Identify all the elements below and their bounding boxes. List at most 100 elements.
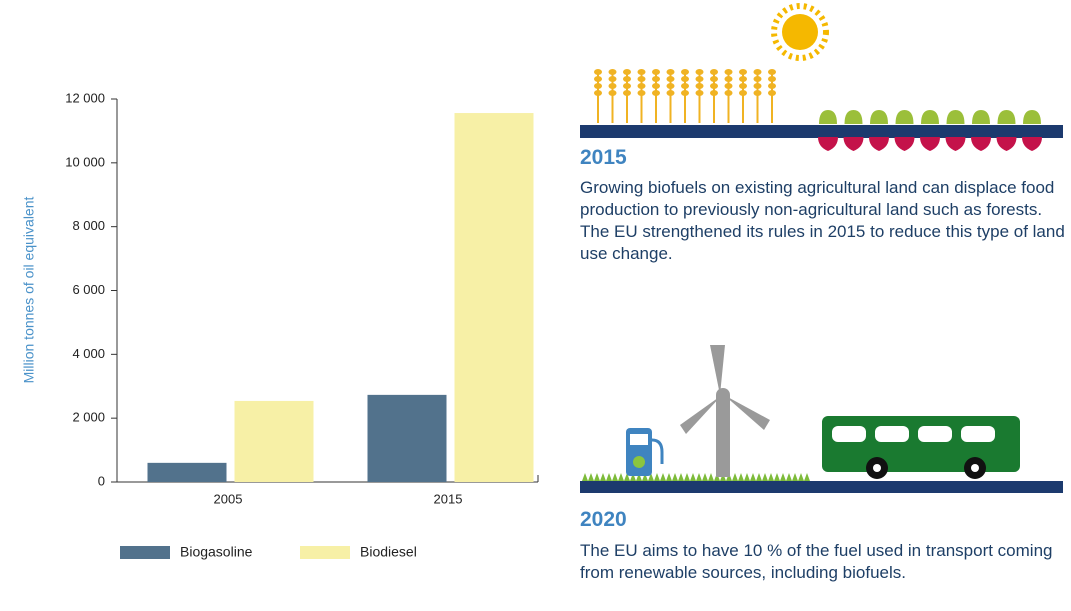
beet-leaves <box>819 110 837 124</box>
wheat-grain <box>594 69 602 75</box>
fuel-pump <box>626 428 662 476</box>
beet-leaves <box>896 110 914 124</box>
wheat-grain <box>681 76 689 82</box>
panel-text: The EU aims to have 10 % of the fuel use… <box>580 540 1070 584</box>
wheat-grain <box>725 69 733 75</box>
wheat-grain <box>681 90 689 96</box>
y-tick-label: 8 000 <box>72 218 105 233</box>
wheat-grain <box>768 76 776 82</box>
wheat-grain <box>696 69 704 75</box>
y-axis-title: Million tonnes of oil equivalent <box>21 197 37 384</box>
wheat-grain <box>768 90 776 96</box>
beet <box>971 137 991 151</box>
grass <box>660 473 666 481</box>
wheat-grain <box>768 83 776 89</box>
beet <box>818 137 838 151</box>
wheat-grain <box>725 76 733 82</box>
grass <box>774 473 780 481</box>
chart: Million tonnes of oil equivalent <box>0 0 1071 611</box>
wheat-grain <box>667 90 675 96</box>
wheat-grain <box>623 69 631 75</box>
wheat-grain <box>681 69 689 75</box>
grass <box>744 473 750 481</box>
wheat-grain <box>609 83 617 89</box>
grass <box>798 473 804 481</box>
beet <box>895 137 915 151</box>
wheat-grain <box>594 90 602 96</box>
wheat-grain <box>667 76 675 82</box>
grass <box>672 473 678 481</box>
wheat-grain <box>638 76 646 82</box>
wheat-grain <box>652 90 660 96</box>
grass <box>786 473 792 481</box>
wheat-grain <box>609 90 617 96</box>
grass <box>582 473 588 481</box>
y-tick-label: 0 <box>98 473 105 488</box>
y-tick-label: 10 000 <box>65 154 105 169</box>
y-tick-label: 6 000 <box>72 282 105 297</box>
wheat-grain <box>725 83 733 89</box>
legend-swatch <box>300 546 350 559</box>
grass <box>618 473 624 481</box>
beet-leaves <box>845 110 863 124</box>
grass <box>600 473 606 481</box>
wheat-grain <box>725 90 733 96</box>
legend-swatch <box>120 546 170 559</box>
wheat-grain <box>710 69 718 75</box>
legend-label: Biogasoline <box>180 544 253 560</box>
wheat-grain <box>623 76 631 82</box>
y-tick-label: 4 000 <box>72 346 105 361</box>
page: Million tonnes of oil equivalent <box>0 0 1071 611</box>
grass <box>690 473 696 481</box>
wheat-grain <box>681 83 689 89</box>
wheat-grain <box>652 83 660 89</box>
wheat-grain <box>754 69 762 75</box>
beet <box>920 137 940 151</box>
y-tick-label: 12 000 <box>65 90 105 105</box>
grass <box>606 473 612 481</box>
ground-bar <box>580 125 1063 138</box>
wheat-grain <box>739 90 747 96</box>
beet-leaves <box>870 110 888 124</box>
grass <box>762 473 768 481</box>
wheat-grain <box>623 83 631 89</box>
wheat-grain <box>652 69 660 75</box>
wheat-grain <box>609 69 617 75</box>
grass <box>696 473 702 481</box>
grass <box>612 473 618 481</box>
wheat-grain <box>768 69 776 75</box>
x-tick-label: 2005 <box>214 491 243 506</box>
wheat-grain <box>652 76 660 82</box>
bar <box>368 395 447 482</box>
wheat-grain <box>754 83 762 89</box>
panel-year: 2015 <box>580 146 627 170</box>
panel-year: 2020 <box>580 508 627 532</box>
wheat-grain <box>638 69 646 75</box>
bar <box>235 401 314 482</box>
wheat-grain <box>623 90 631 96</box>
grass <box>594 473 600 481</box>
grass <box>666 473 672 481</box>
wheat-grain <box>710 76 718 82</box>
beet <box>1022 137 1042 151</box>
grass <box>768 473 774 481</box>
beet <box>844 137 864 151</box>
grass <box>654 473 660 481</box>
grass <box>708 473 714 481</box>
beet-leaves <box>947 110 965 124</box>
beet-leaves <box>921 110 939 124</box>
wheat-grain <box>638 90 646 96</box>
grass <box>804 473 810 481</box>
sun <box>782 14 818 50</box>
wheat-grain <box>710 90 718 96</box>
beet <box>997 137 1017 151</box>
wheat-grain <box>667 69 675 75</box>
grass <box>678 473 684 481</box>
wheat-grain <box>754 76 762 82</box>
legend-label: Biodiesel <box>360 544 417 560</box>
y-tick-label: 2 000 <box>72 410 105 425</box>
wheat-grain <box>696 83 704 89</box>
bar <box>148 463 227 482</box>
wheat-grain <box>667 83 675 89</box>
wheat-grain <box>594 76 602 82</box>
